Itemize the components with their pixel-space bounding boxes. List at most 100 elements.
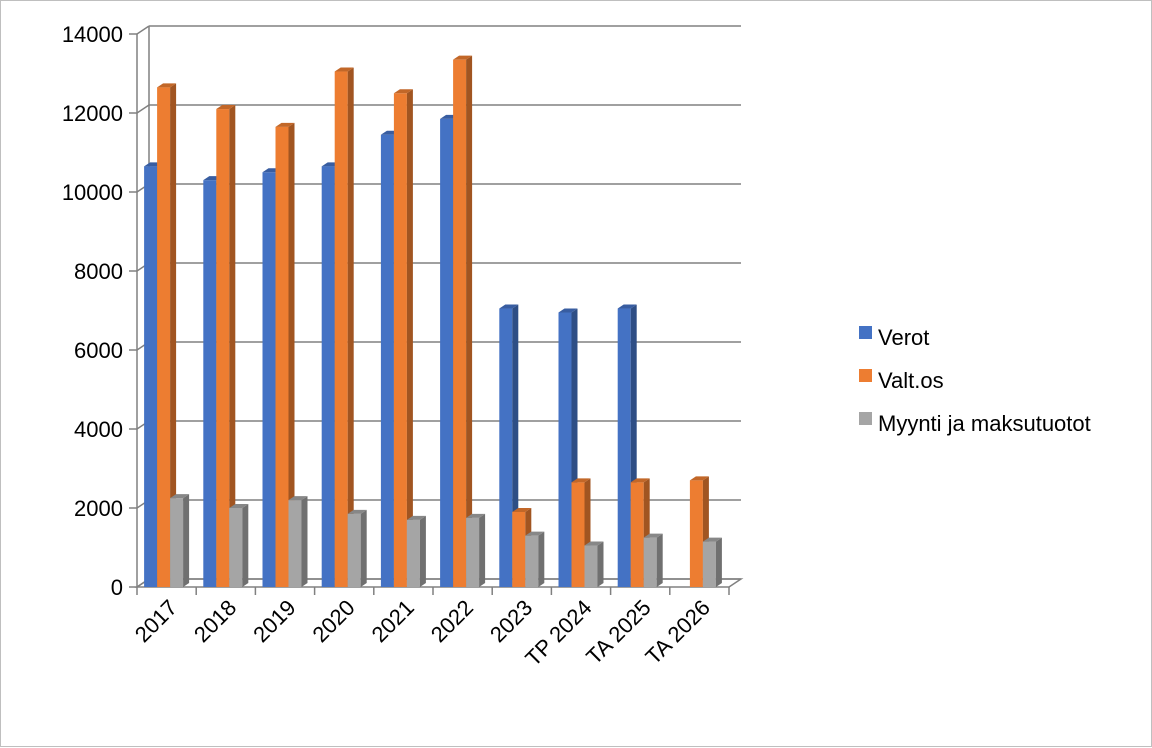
bar-top xyxy=(466,513,486,518)
bar-side xyxy=(229,105,236,588)
bar-top xyxy=(347,509,367,514)
bar-front xyxy=(466,517,480,587)
bar-front xyxy=(380,134,394,587)
bar-top xyxy=(617,304,637,309)
legend-swatch xyxy=(859,369,872,382)
legend-swatch xyxy=(859,412,872,425)
bar-front xyxy=(643,537,657,587)
bar-front xyxy=(216,109,230,588)
legend-item-1: Verot xyxy=(859,325,929,350)
bar-front xyxy=(453,59,467,588)
bar-front xyxy=(617,308,631,587)
bar-top xyxy=(216,105,236,110)
bar-side xyxy=(301,496,308,587)
bar-front xyxy=(571,482,585,587)
y-tick-label: 14000 xyxy=(62,22,123,47)
bar-top xyxy=(453,55,473,60)
bar-side xyxy=(360,509,367,587)
bar-top xyxy=(558,308,578,313)
bar-2-3 xyxy=(275,122,295,587)
x-tick-label: 2017 xyxy=(130,595,182,647)
bar-front xyxy=(558,312,572,587)
bar-front xyxy=(630,482,644,587)
bar-top xyxy=(288,496,308,501)
side-gridline xyxy=(136,104,150,114)
bar-3-6 xyxy=(466,513,486,587)
bar-front xyxy=(170,498,184,587)
x-tick-label: 2020 xyxy=(307,595,359,647)
bar-top xyxy=(525,531,545,536)
bar-side xyxy=(288,122,295,587)
legend-item-2: Valt.os xyxy=(859,368,944,393)
bar-top xyxy=(275,122,295,127)
bar-3-8 xyxy=(584,541,604,587)
bar-2-4 xyxy=(334,67,354,587)
bar-front xyxy=(262,172,276,587)
bar-side xyxy=(183,494,190,587)
bars xyxy=(144,55,722,588)
x-tick-label: TP 2024 xyxy=(520,595,596,671)
x-tick-label: 2019 xyxy=(248,595,300,647)
bar-top xyxy=(702,537,722,542)
bar-top xyxy=(689,476,709,481)
y-tick-labels: 0 2000 4000 6000 8000 10000 12000 14000 xyxy=(62,22,123,600)
y-tick-label: 10000 xyxy=(62,180,123,205)
bar-top xyxy=(499,304,519,309)
bar-front xyxy=(334,71,348,587)
bar-side xyxy=(466,55,473,588)
bar-front xyxy=(229,508,243,587)
bar-front xyxy=(144,166,158,587)
bar-3-1 xyxy=(170,494,190,587)
bar-side xyxy=(242,504,249,587)
bar-top xyxy=(170,494,190,499)
bar-top xyxy=(334,67,354,72)
bar-front xyxy=(275,126,289,587)
legend-label: Myynti ja maksutuotot xyxy=(878,411,1091,436)
bar-front xyxy=(347,513,361,587)
bar-3-3 xyxy=(288,496,308,587)
bar-side xyxy=(656,533,663,587)
bar-3-2 xyxy=(229,504,249,587)
x-tick-label: TA 2025 xyxy=(581,595,655,669)
x-tick-label: 2018 xyxy=(189,595,241,647)
bar-front xyxy=(288,500,302,587)
y-tick-label: 2000 xyxy=(74,496,123,521)
legend-label: Valt.os xyxy=(878,368,944,393)
bar-front xyxy=(499,308,513,587)
bar-top xyxy=(584,541,604,546)
x-tick-label: 2022 xyxy=(426,595,478,647)
legend: Verot Valt.os Myynti ja maksutuotot xyxy=(859,325,1091,436)
bar-front xyxy=(157,87,171,587)
x-tick-label: 2021 xyxy=(367,595,419,647)
y-tick-label: 12000 xyxy=(62,101,123,126)
x-tick-label: 2023 xyxy=(485,595,537,647)
bar-side xyxy=(419,515,426,587)
bar-side xyxy=(538,531,545,587)
legend-swatch xyxy=(859,326,872,339)
y-tick-label: 0 xyxy=(111,575,123,600)
y-tick-label: 4000 xyxy=(74,417,123,442)
bar-side xyxy=(406,89,413,587)
bar-2-5 xyxy=(393,89,413,587)
bar-side xyxy=(715,537,722,587)
x-tick-label: TA 2026 xyxy=(640,595,714,669)
bar-front xyxy=(440,118,454,588)
bar-side xyxy=(597,541,604,587)
bar-top xyxy=(157,83,177,88)
bar-front xyxy=(203,180,217,587)
bar-side xyxy=(347,67,354,587)
bar-side xyxy=(479,513,486,587)
bar-top xyxy=(630,478,650,483)
bar-top xyxy=(229,504,249,508)
bar-3-9 xyxy=(643,533,663,587)
bar-top xyxy=(643,533,663,538)
bar-front xyxy=(689,480,703,587)
y-tick-label: 8000 xyxy=(74,259,123,284)
bar-3-7 xyxy=(525,531,545,587)
bar-2-1 xyxy=(157,83,177,587)
bar-3-4 xyxy=(347,509,367,587)
side-gridline xyxy=(136,25,150,35)
bar-front xyxy=(321,166,335,587)
bar-front xyxy=(584,545,598,587)
